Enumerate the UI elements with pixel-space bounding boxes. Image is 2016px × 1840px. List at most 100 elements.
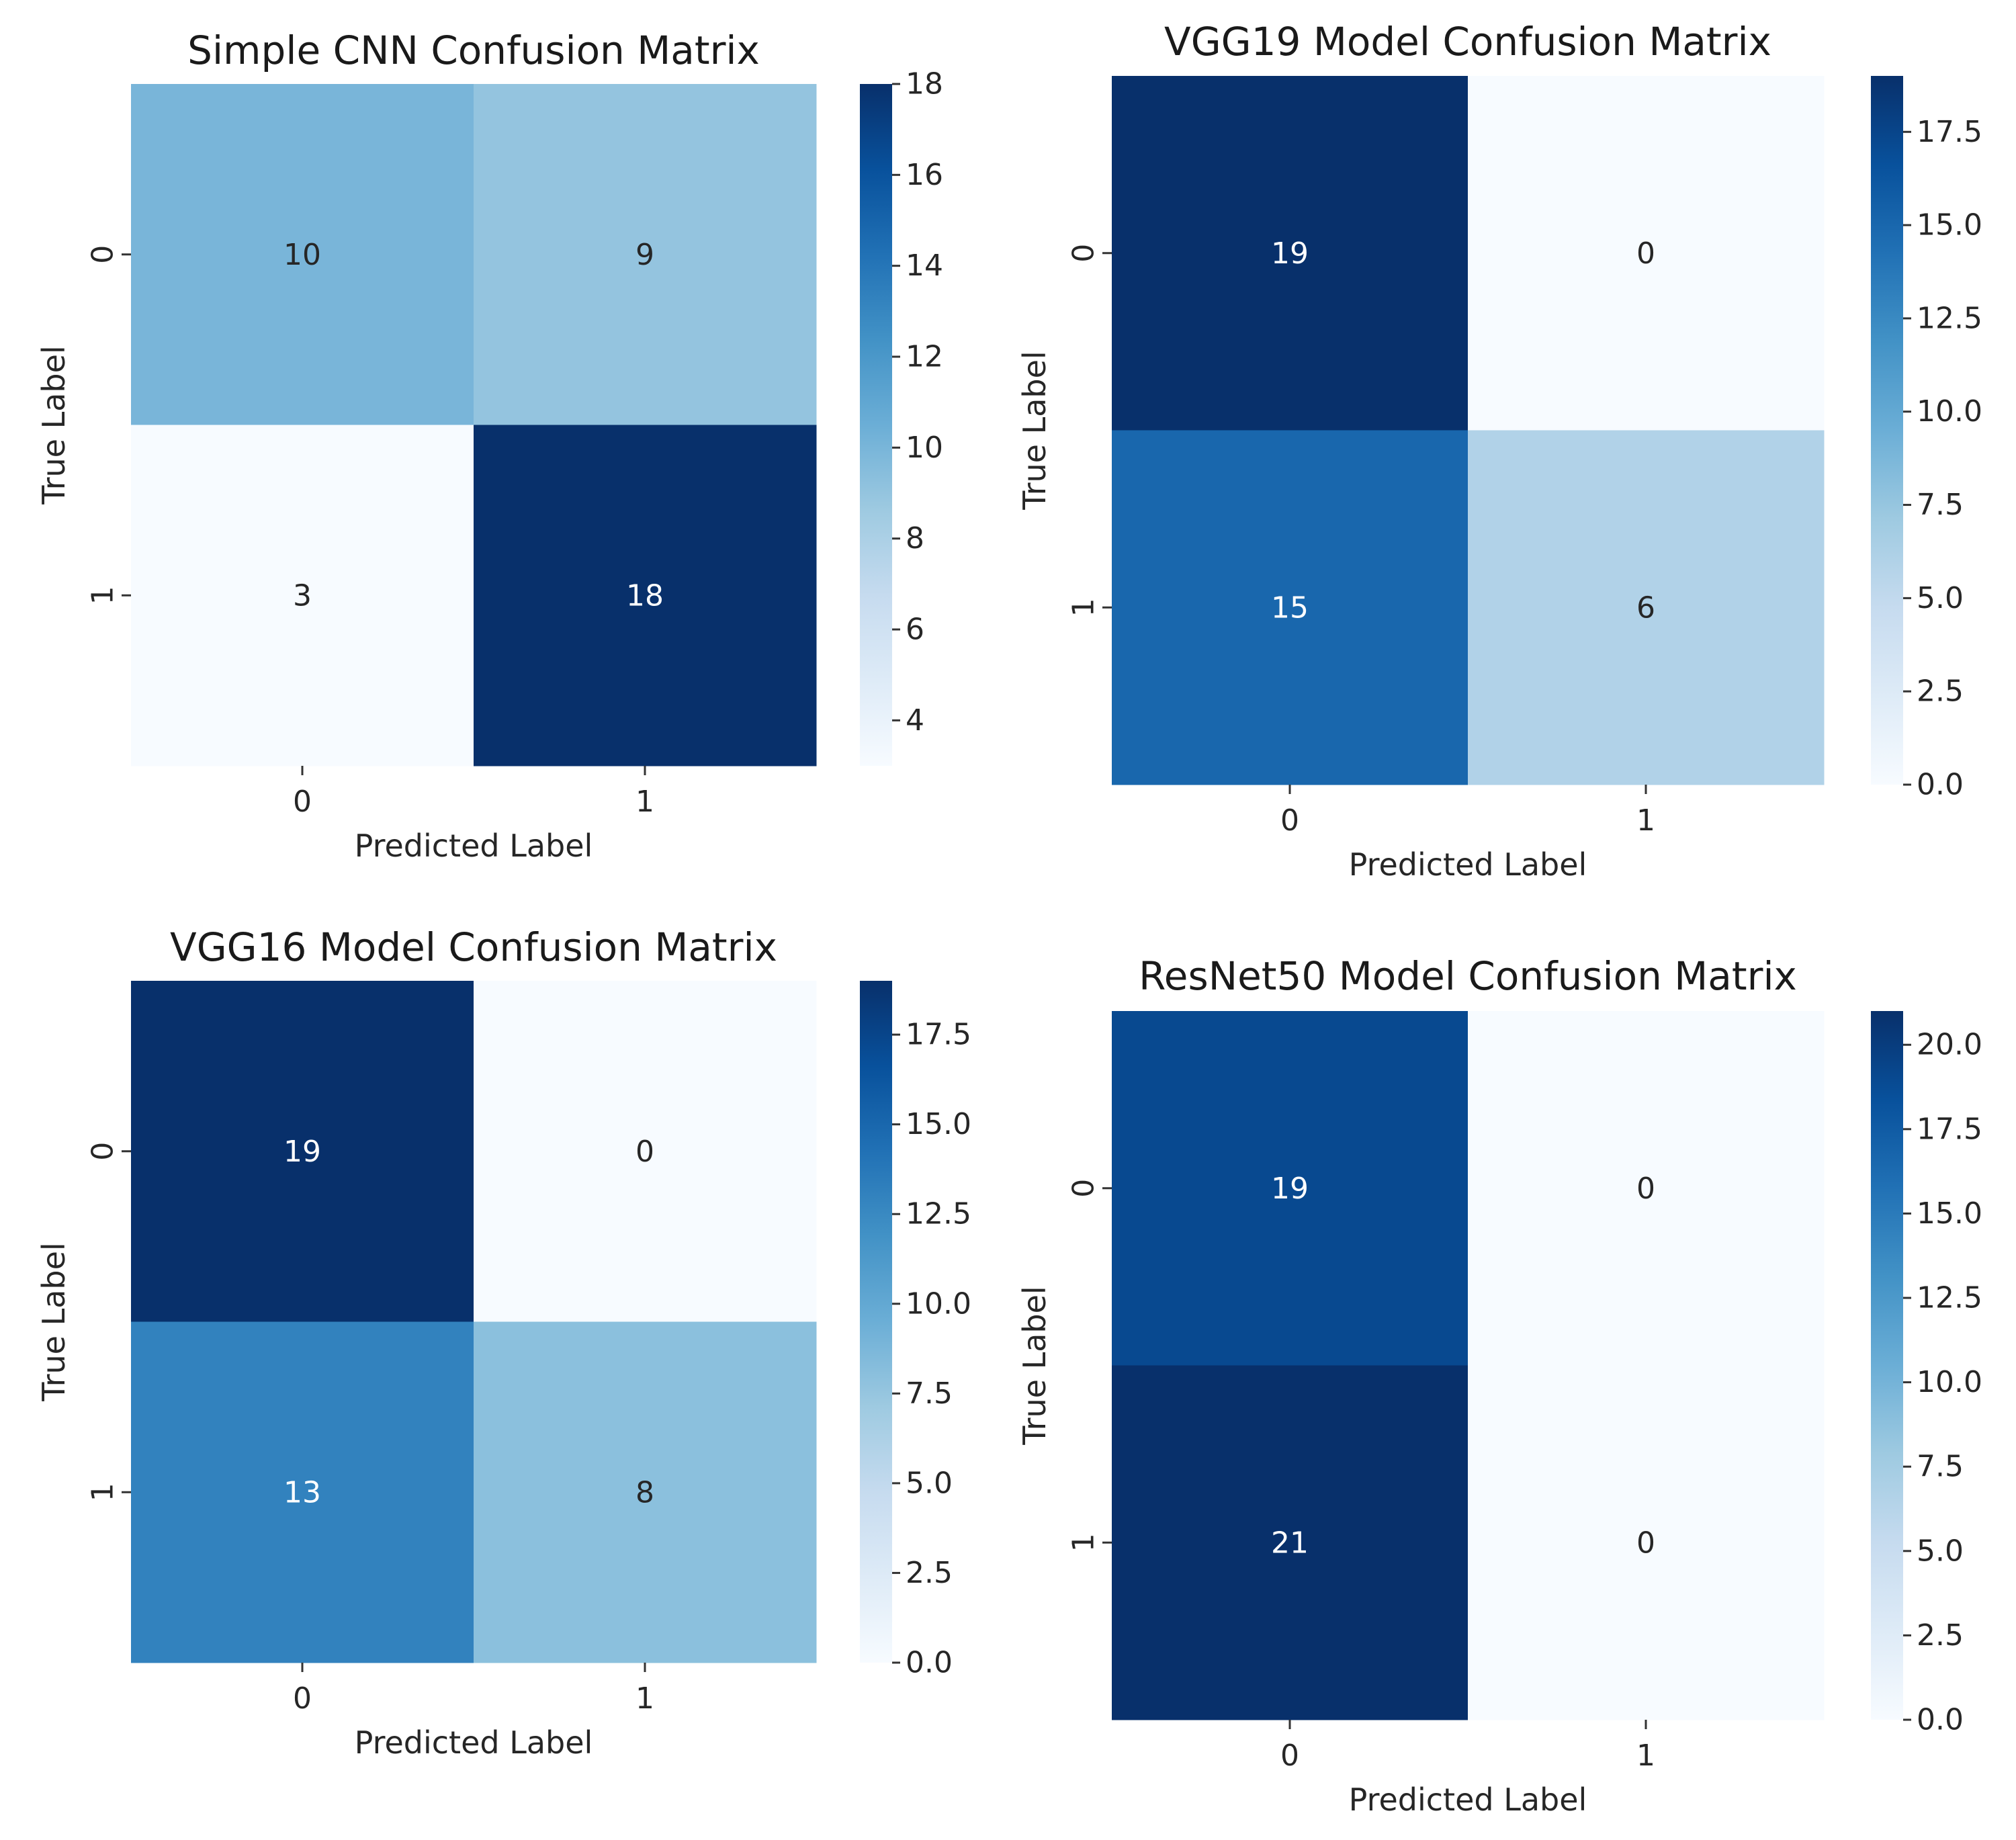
- cell-value-label: 0: [1636, 1526, 1655, 1560]
- chart-title: Simple CNN Confusion Matrix: [187, 28, 760, 73]
- y-axis-label: True Label: [1016, 1286, 1053, 1445]
- colorbar-tick-label: 2.5: [1917, 674, 1964, 709]
- heatmap-cell-r1-c1: [1468, 430, 1825, 785]
- colorbar-tick-label: 5.0: [1917, 1534, 1964, 1568]
- colorbar: [1871, 76, 1903, 785]
- cell-value-label: 9: [636, 238, 654, 272]
- cell-value-label: 19: [283, 1135, 321, 1169]
- cell-value-label: 18: [626, 578, 664, 613]
- y-tick-label: 1: [1067, 598, 1101, 617]
- heatmap-cell-r1-c1: [474, 1321, 817, 1663]
- cell-value-label: 15: [1271, 590, 1309, 625]
- x-tick-label: 1: [1636, 803, 1655, 838]
- colorbar-tick-label: 16: [906, 158, 943, 192]
- colorbar-tick-label: 17.5: [1917, 1112, 1982, 1146]
- heatmap-cell-r0-c0: [131, 84, 474, 425]
- heatmap-cell-r0-c0: [131, 981, 474, 1322]
- x-tick-label: 1: [636, 785, 654, 819]
- colorbar-tick-label: 20.0: [1917, 1028, 1982, 1062]
- heatmap-cell-r1-c0: [1112, 430, 1469, 785]
- colorbar-tick-label: 10.0: [906, 1286, 971, 1321]
- x-axis-label: Predicted Label: [355, 1724, 593, 1761]
- y-tick-label: 0: [1067, 1179, 1101, 1198]
- colorbar-tick-label: 0.0: [906, 1646, 953, 1680]
- colorbar-tick-label: 4: [906, 703, 924, 738]
- cell-value-label: 0: [1636, 236, 1655, 271]
- x-tick-label: 0: [293, 785, 312, 819]
- cell-value-label: 0: [1636, 1172, 1655, 1206]
- heatmap-cell-r0-c1: [474, 981, 817, 1322]
- colorbar-tick-label: 5.0: [906, 1466, 953, 1500]
- y-tick-label: 1: [1067, 1533, 1101, 1552]
- cell-value-label: 3: [293, 578, 312, 613]
- heatmap-cell-r1-c1: [474, 425, 817, 766]
- colorbar-tick-label: 8: [906, 521, 924, 556]
- heatmap-cell-r0-c1: [1468, 1011, 1825, 1366]
- colorbar: [860, 84, 892, 766]
- colorbar-tick-label: 15.0: [906, 1107, 971, 1141]
- colorbar-tick-label: 2.5: [906, 1556, 953, 1590]
- colorbar-tick-label: 12.5: [1917, 301, 1982, 335]
- y-tick-label: 1: [86, 586, 120, 605]
- colorbar: [860, 981, 892, 1663]
- colorbar-tick-label: 18: [906, 67, 943, 101]
- colorbar-tick-label: 10: [906, 431, 943, 465]
- heatmap-cell-r1-c0: [131, 1321, 474, 1663]
- colorbar-tick-label: 15.0: [1917, 208, 1982, 243]
- y-tick-label: 0: [86, 1142, 120, 1161]
- cell-value-label: 19: [1271, 236, 1309, 271]
- x-tick-label: 0: [1280, 1739, 1299, 1773]
- y-axis-label: True Label: [1016, 351, 1053, 510]
- chart-title: VGG16 Model Confusion Matrix: [170, 924, 777, 970]
- cell-value-label: 0: [636, 1135, 654, 1169]
- confusion-matrix-panel-2: VGG19 Model Confusion Matrix 19 0 15 6 0 1 0 1 Pr…: [1016, 19, 1982, 883]
- heatmap-cell-r0-c1: [474, 84, 817, 425]
- x-tick-label: 1: [636, 1681, 654, 1716]
- heatmap-cell-r0-c1: [1468, 76, 1825, 431]
- colorbar-tick-label: 7.5: [1917, 1450, 1964, 1484]
- colorbar-tick-label: 17.5: [906, 1018, 971, 1052]
- x-axis-label: Predicted Label: [1349, 846, 1587, 883]
- colorbar-tick-label: 0.0: [1917, 768, 1964, 802]
- heatmap-cell-r1-c1: [1468, 1365, 1825, 1720]
- cell-value-label: 8: [636, 1475, 654, 1509]
- cell-value-label: 10: [283, 238, 321, 272]
- colorbar-tick-label: 14: [906, 249, 943, 283]
- colorbar-tick-label: 17.5: [1917, 115, 1982, 149]
- heatmap-cell-r1-c0: [131, 425, 474, 766]
- chart-title: ResNet50 Model Confusion Matrix: [1139, 953, 1797, 999]
- colorbar-tick-label: 12: [906, 340, 943, 374]
- colorbar-tick-label: 12.5: [1917, 1281, 1982, 1315]
- heatmap-cell-r0-c0: [1112, 1011, 1469, 1366]
- y-axis-label: True Label: [36, 345, 72, 505]
- heatmap-cell-r1-c0: [1112, 1365, 1469, 1720]
- x-axis-label: Predicted Label: [355, 828, 593, 864]
- colorbar-tick-label: 10.0: [1917, 1365, 1982, 1399]
- colorbar-tick-label: 7.5: [906, 1376, 953, 1411]
- cell-value-label: 13: [283, 1475, 321, 1509]
- cell-value-label: 21: [1271, 1526, 1309, 1560]
- colorbar-tick-label: 6: [906, 613, 924, 647]
- y-axis-label: True Label: [36, 1242, 72, 1401]
- colorbar: [1871, 1011, 1903, 1720]
- x-axis-label: Predicted Label: [1349, 1782, 1587, 1818]
- x-tick-label: 1: [1636, 1739, 1655, 1773]
- x-tick-label: 0: [1280, 803, 1299, 838]
- y-tick-label: 0: [1067, 244, 1101, 263]
- colorbar-tick-label: 15.0: [1917, 1196, 1982, 1231]
- x-tick-label: 0: [293, 1681, 312, 1716]
- y-tick-label: 1: [86, 1483, 120, 1501]
- cell-value-label: 19: [1271, 1172, 1309, 1206]
- colorbar-tick-label: 12.5: [906, 1197, 971, 1231]
- y-tick-label: 0: [86, 245, 120, 264]
- confusion-matrix-panel-3: VGG16 Model Confusion Matrix 19 0 13 8 0 1 0 1 Pr…: [36, 924, 971, 1761]
- heatmap-cell-r0-c0: [1112, 76, 1469, 431]
- colorbar-tick-label: 0.0: [1917, 1703, 1964, 1737]
- colorbar-tick-label: 2.5: [1917, 1618, 1964, 1653]
- colorbar-tick-label: 10.0: [1917, 394, 1982, 429]
- colorbar-tick-label: 7.5: [1917, 488, 1964, 522]
- cell-value-label: 6: [1636, 590, 1655, 625]
